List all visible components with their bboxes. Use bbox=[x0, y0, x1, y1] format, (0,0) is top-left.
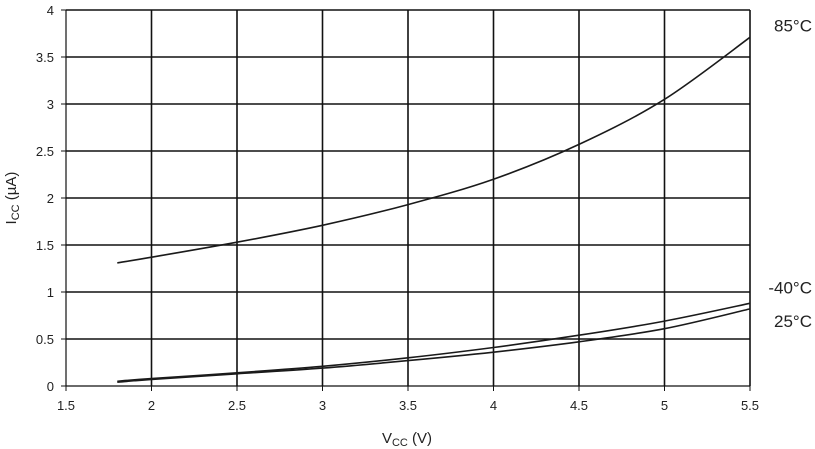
x-tick-label: 2 bbox=[148, 398, 155, 413]
x-axis-title-main: V bbox=[382, 430, 392, 447]
axes bbox=[61, 9, 751, 391]
x-tick-label: 2.5 bbox=[228, 398, 246, 413]
x-axis-title-unit: (V) bbox=[408, 430, 432, 447]
tick-labels: 1.5 2 2.5 3 3.5 4 4.5 5 5.5 0 0.5 1 1.5 2 2.5 3 3.5 4 bbox=[36, 3, 759, 413]
y-axis-title-main: I bbox=[3, 220, 20, 224]
series-label-85c: 85°C bbox=[774, 16, 812, 35]
x-tick-label: 4 bbox=[490, 398, 497, 413]
y-tick-label: 3 bbox=[47, 97, 54, 112]
x-tick-label: 4.5 bbox=[570, 398, 588, 413]
series-labels: 85°C -40°C 25°C bbox=[768, 16, 812, 331]
x-tick-label: 3.5 bbox=[399, 398, 417, 413]
x-tick-label: 3 bbox=[319, 398, 326, 413]
y-axis-title: ICC (µA) bbox=[3, 172, 22, 225]
series-line-85c bbox=[117, 36, 751, 264]
y-tick-label: 2.5 bbox=[36, 144, 54, 159]
series-lines bbox=[117, 36, 751, 383]
y-tick-label: 3.5 bbox=[36, 50, 54, 65]
y-tick-label: 0 bbox=[47, 379, 54, 394]
y-axis-title-unit: (µA) bbox=[3, 172, 20, 205]
y-tick-label: 0.5 bbox=[36, 332, 54, 347]
grid bbox=[66, 9, 751, 386]
x-tick-label: 5.5 bbox=[741, 398, 759, 413]
series-label-25c: 25°C bbox=[774, 312, 812, 331]
x-tick-label: 5 bbox=[661, 398, 668, 413]
y-axis-title-sub: CC bbox=[10, 204, 22, 220]
series-line-25c bbox=[117, 308, 751, 383]
x-axis-title: VCC (V) bbox=[382, 430, 432, 449]
y-tick-label: 1 bbox=[47, 285, 54, 300]
series-label-minus40c: -40°C bbox=[768, 278, 812, 297]
x-tick-label: 1.5 bbox=[57, 398, 75, 413]
y-tick-label: 4 bbox=[47, 3, 54, 18]
y-tick-label: 2 bbox=[47, 191, 54, 206]
y-tick-label: 1.5 bbox=[36, 238, 54, 253]
series-line-minus40c bbox=[117, 302, 751, 383]
x-axis-title-sub: CC bbox=[392, 437, 408, 449]
